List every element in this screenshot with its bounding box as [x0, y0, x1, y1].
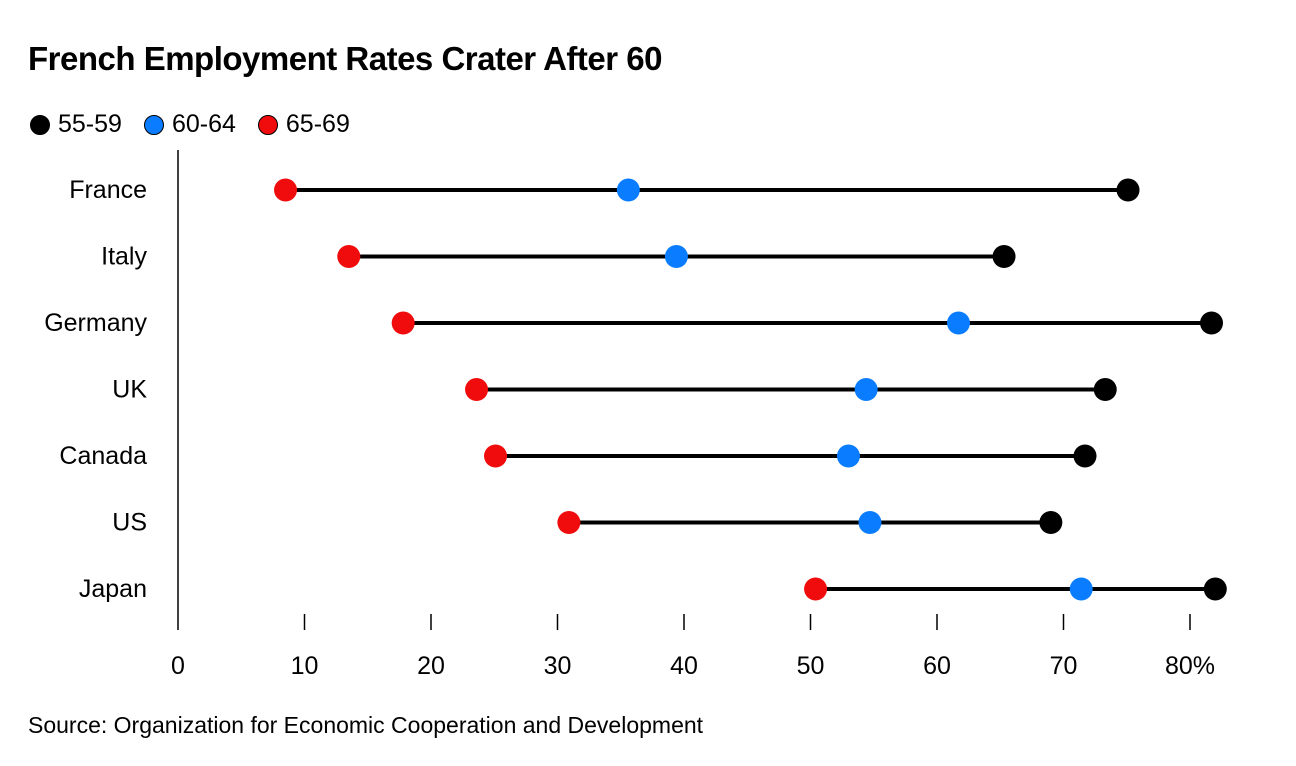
- category-label-germany: Germany: [44, 309, 147, 337]
- point-france-65-69: [274, 178, 298, 202]
- point-italy-55-59: [992, 245, 1016, 268]
- chart-title: French Employment Rates Crater After 60: [28, 40, 662, 77]
- legend-marker-65-69: [257, 114, 278, 135]
- category-label-japan: Japan: [79, 575, 147, 603]
- point-italy-60-64: [664, 245, 688, 268]
- legend-item-60-64: 60-64: [143, 110, 236, 139]
- point-uk-65-69: [465, 378, 489, 401]
- point-japan-65-69: [804, 577, 828, 601]
- point-japan-60-64: [1069, 577, 1093, 601]
- legend-label-55-59: 55-59: [58, 110, 122, 138]
- point-us-55-59: [1039, 511, 1063, 534]
- x-tick-label-60: 60: [923, 652, 951, 680]
- legend-label-60-64: 60-64: [171, 110, 236, 138]
- category-label-uk: UK: [112, 376, 147, 404]
- x-tick-label-70: 70: [1050, 652, 1078, 680]
- x-tick-label-20: 20: [417, 652, 445, 680]
- point-germany-60-64: [947, 311, 971, 335]
- point-us-60-64: [858, 511, 882, 534]
- point-uk-55-59: [1093, 378, 1117, 401]
- legend-marker-60-64: [143, 114, 164, 135]
- point-italy-65-69: [337, 245, 361, 268]
- x-tick-label-0: 0: [171, 652, 185, 680]
- legend-item-65-69: 65-69: [257, 110, 350, 139]
- legend-label-65-69: 65-69: [285, 110, 350, 138]
- point-france-55-59: [1116, 178, 1140, 202]
- x-tick-label-10: 10: [291, 652, 319, 680]
- point-uk-60-64: [854, 378, 878, 401]
- category-label-france: France: [69, 176, 147, 204]
- x-tick-label-50: 50: [797, 652, 825, 680]
- x-tick-label-80: 80%: [1165, 652, 1215, 680]
- legend: 55-59 60-64 65-69: [30, 110, 372, 139]
- source-note: Source: Organization for Economic Cooper…: [28, 712, 704, 738]
- legend-item-55-59: 55-59: [30, 110, 122, 139]
- point-canada-65-69: [484, 444, 508, 468]
- point-canada-55-59: [1073, 444, 1097, 468]
- category-label-italy: Italy: [101, 243, 147, 271]
- category-label-us: US: [112, 509, 147, 537]
- point-germany-55-59: [1200, 311, 1224, 335]
- point-canada-60-64: [836, 444, 860, 468]
- point-france-60-64: [616, 178, 640, 202]
- legend-marker-55-59: [30, 114, 50, 135]
- category-label-canada: Canada: [59, 442, 147, 470]
- point-us-65-69: [557, 511, 581, 534]
- x-tick-label-30: 30: [544, 652, 572, 680]
- point-germany-65-69: [391, 311, 415, 335]
- x-tick-label-40: 40: [670, 652, 698, 680]
- point-japan-55-59: [1203, 577, 1227, 601]
